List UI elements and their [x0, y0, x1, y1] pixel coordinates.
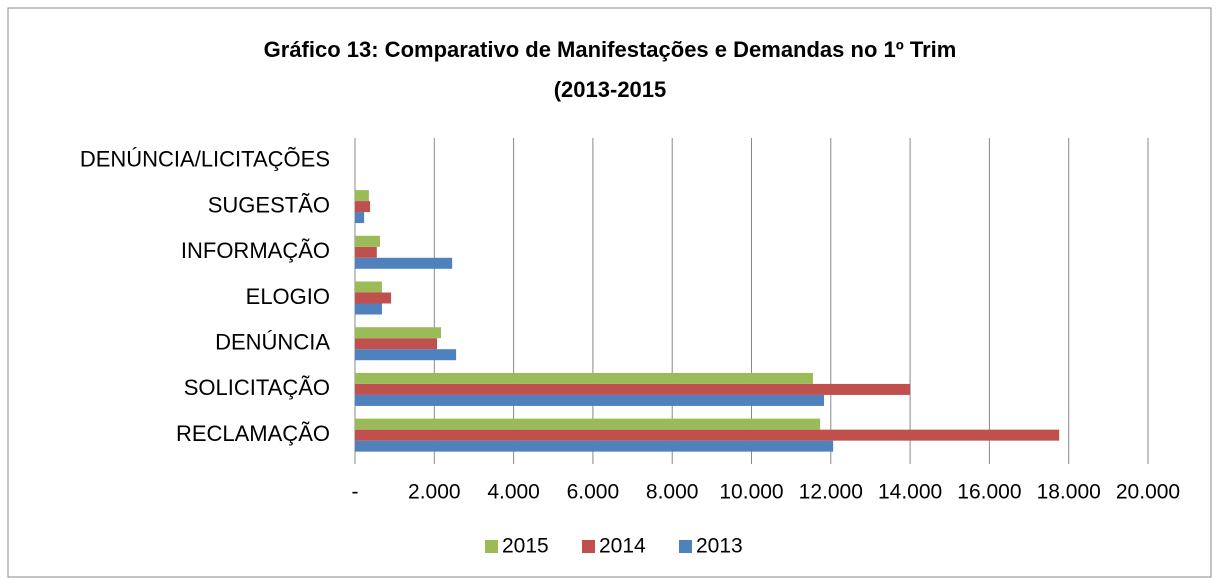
chart-border: [7, 7, 1212, 578]
bar: [355, 327, 442, 339]
bar: [355, 383, 911, 395]
bar: [355, 190, 369, 202]
bar: [355, 349, 457, 361]
x-tick-label: 8.000: [646, 481, 699, 504]
bar: [355, 246, 377, 258]
y-tick-label: SOLICITAÇÃO: [184, 375, 330, 400]
bar: [355, 212, 365, 224]
bar: [355, 201, 371, 213]
bar: [355, 338, 438, 350]
chart-title: Gráfico 13: Comparativo de Manifestações…: [263, 37, 957, 102]
bar: [355, 303, 382, 315]
y-tick-label: INFORMAÇÃO: [181, 238, 330, 263]
bar: [355, 281, 382, 293]
y-tick-label: ELOGIO: [246, 284, 330, 309]
bar: [355, 257, 453, 269]
x-tick-label: 18.000: [1037, 481, 1101, 504]
legend-swatch: [679, 540, 692, 553]
y-tick-label: RECLAMAÇÃO: [176, 421, 330, 446]
x-tick-label: 12.000: [799, 481, 863, 504]
bar: [355, 372, 813, 384]
y-tick-label: DENÚNCIA/LICITAÇÕES: [80, 147, 330, 172]
x-tick-label: 20.000: [1116, 481, 1180, 504]
bar: [355, 292, 392, 304]
x-tick-label: 4.000: [487, 481, 540, 504]
bar: [355, 394, 825, 406]
legend-swatch: [485, 540, 498, 553]
x-tick-label: -: [352, 481, 359, 504]
y-tick-label: SUGESTÃO: [208, 192, 330, 217]
x-tick-label: 6.000: [567, 481, 620, 504]
legend-label: 2014: [599, 535, 646, 558]
legend-label: 2013: [696, 535, 743, 558]
bar: [355, 418, 821, 430]
bar: [355, 235, 380, 247]
legend-swatch: [582, 540, 595, 553]
x-tick-label: 16.000: [957, 481, 1021, 504]
y-tick-label: DENÚNCIA: [215, 330, 330, 355]
legend-label: 2015: [502, 535, 549, 558]
bar: [355, 440, 834, 452]
bar: [355, 429, 1060, 441]
x-tick-label: 14.000: [878, 481, 942, 504]
x-tick-label: 2.000: [408, 481, 461, 504]
x-tick-label: 10.000: [719, 481, 783, 504]
